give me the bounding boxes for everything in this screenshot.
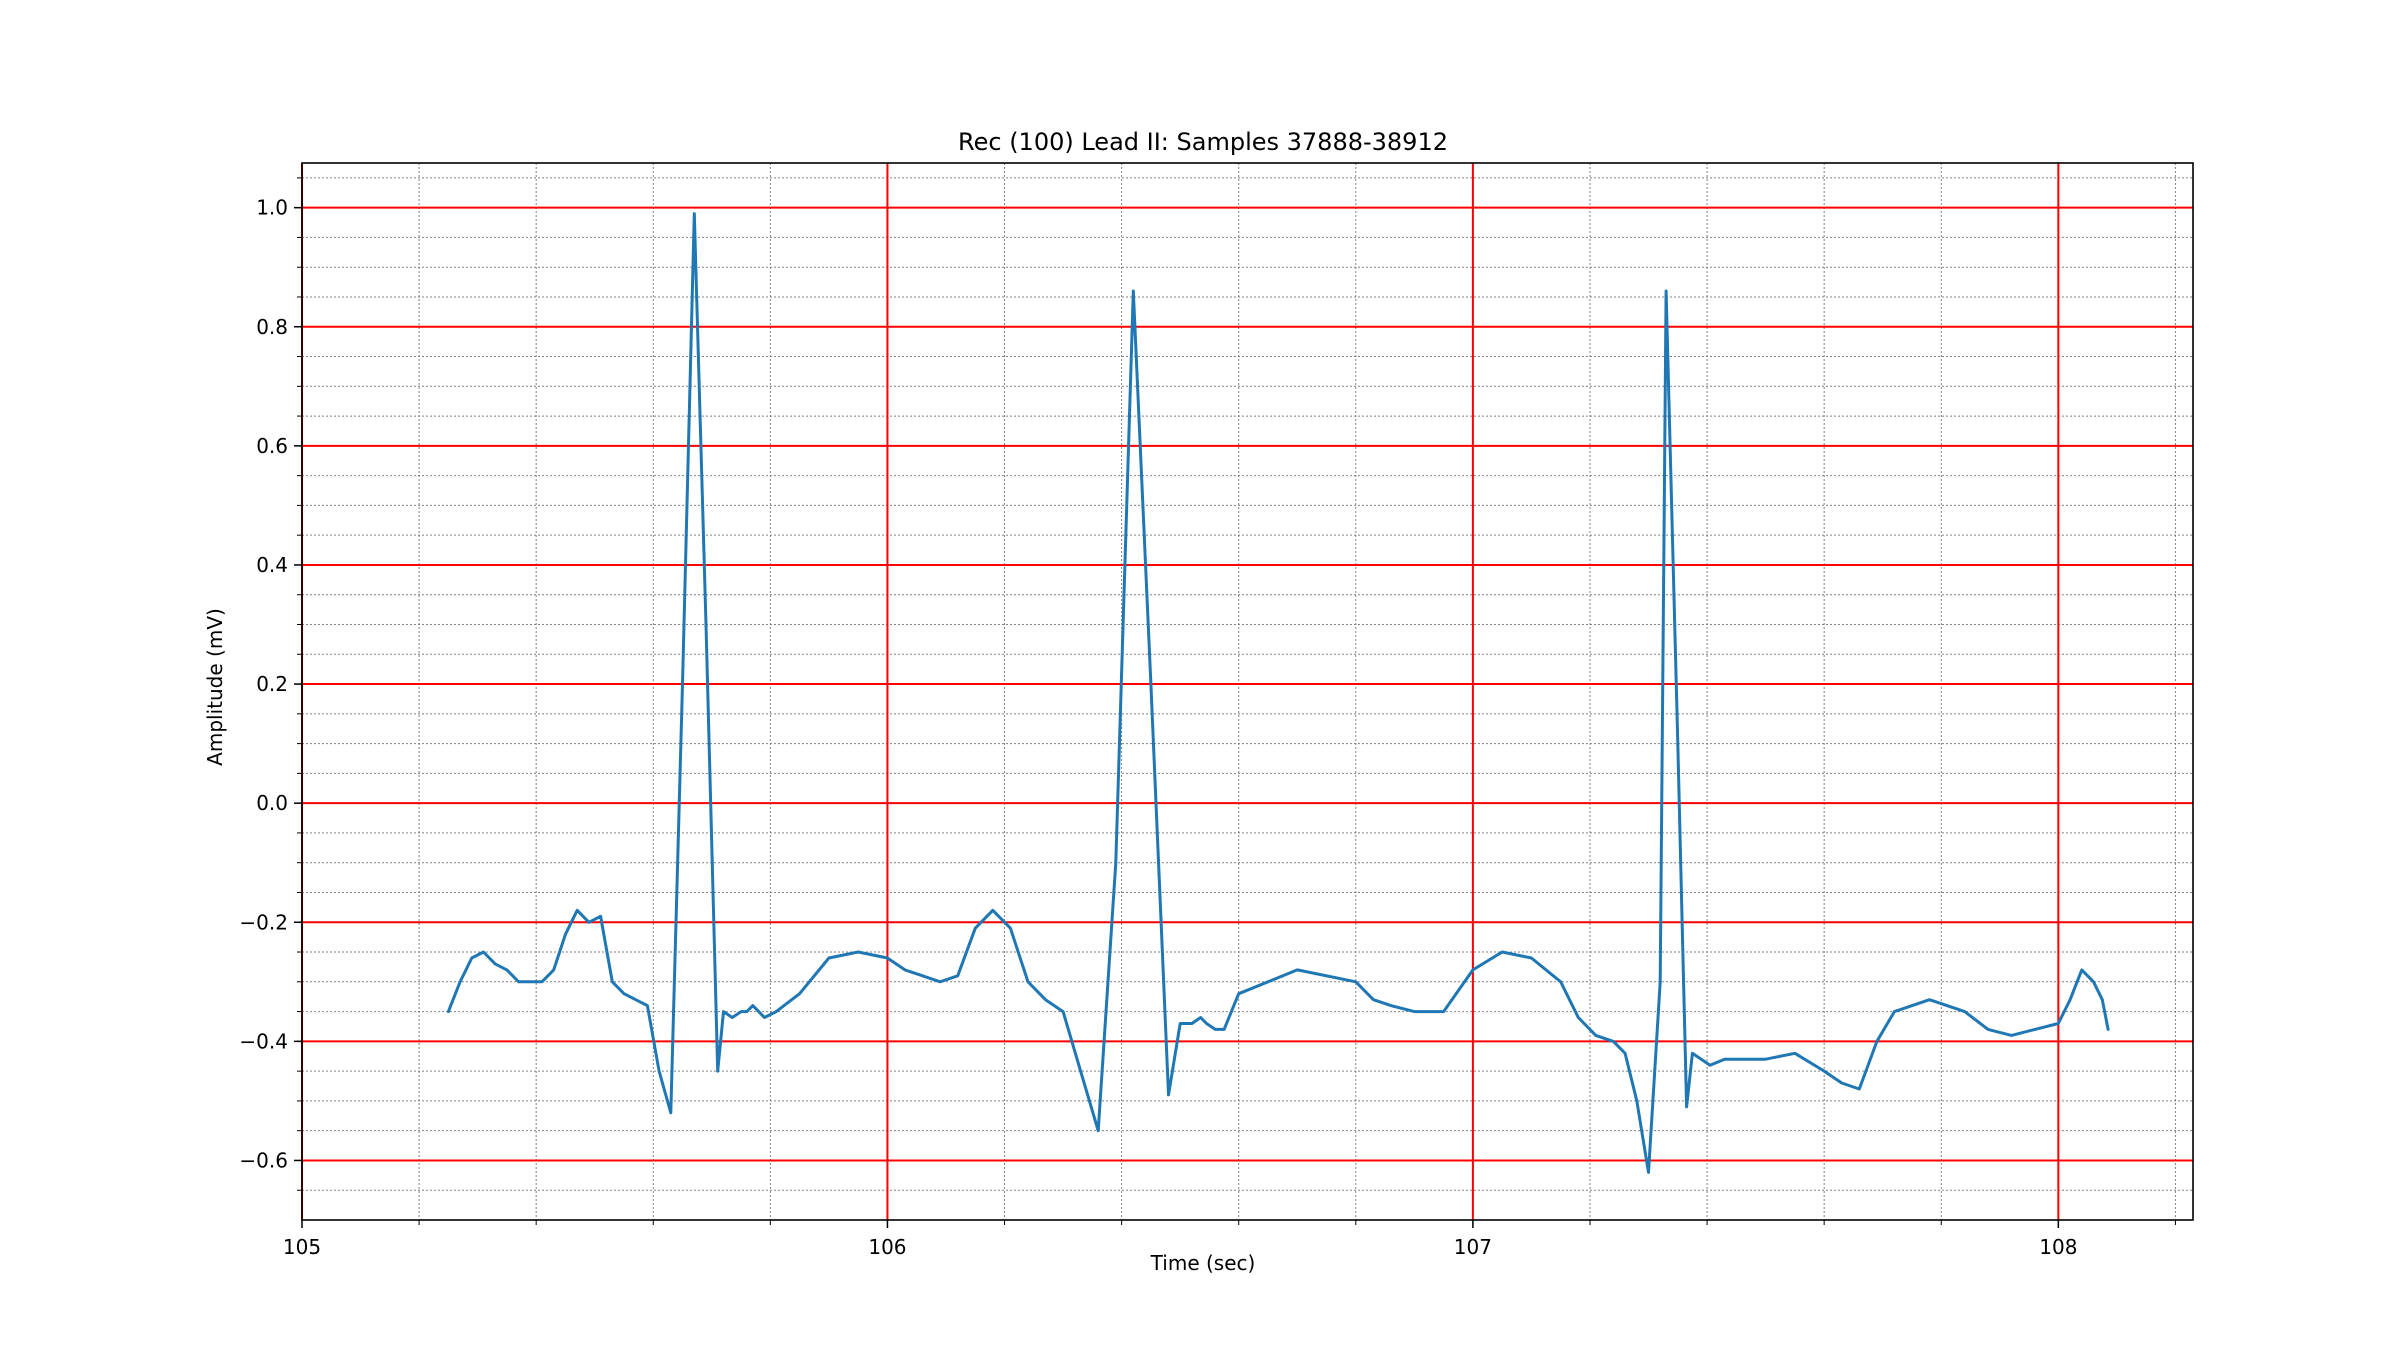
plot-frame: [301, 162, 2194, 1221]
x-tick-label: 106: [868, 1235, 906, 1259]
y-tick-label: −0.4: [239, 1029, 288, 1053]
x-tick-label: 108: [2039, 1235, 2077, 1259]
y-tick-label: 0.4: [256, 553, 288, 577]
y-tick-label: −0.2: [239, 910, 288, 934]
x-axis-label: Time (sec): [1150, 1251, 1256, 1275]
y-tick-label: −0.6: [239, 1148, 288, 1172]
y-tick-label: 0.8: [256, 315, 288, 339]
ecg-series-line: [446, 212, 2110, 1174]
series-layer: [446, 212, 2110, 1174]
y-tick-label: 0.2: [256, 672, 288, 696]
x-tick-label: 107: [1454, 1235, 1492, 1259]
x-tick-label: 105: [283, 1235, 321, 1259]
axis-ticks: 105 106 107 108 −0.6 −0.4 −0.2 0.0 0.2 0.4 0.6 0.8 1…: [239, 177, 2176, 1259]
y-tick-label: 0.6: [256, 434, 288, 458]
chart-title: Rec (100) Lead II: Samples 37888-38912: [958, 128, 1448, 156]
y-tick-label: 0.0: [256, 791, 288, 815]
y-tick-label: 1.0: [256, 196, 288, 220]
y-axis-label: Amplitude (mV): [203, 608, 227, 766]
